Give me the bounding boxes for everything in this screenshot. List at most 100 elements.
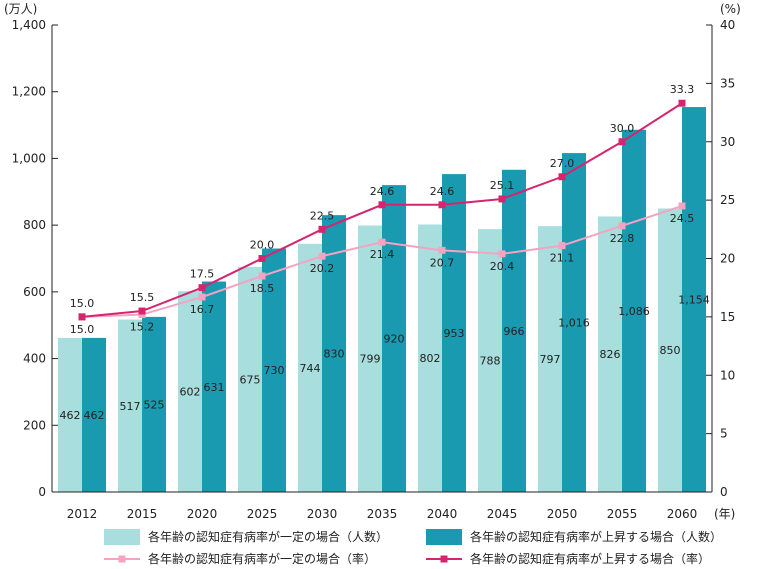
line-value-label: 20.7 [430, 256, 455, 269]
line-value-label: 17.5 [190, 268, 215, 281]
bar-value-label: 826 [600, 348, 621, 361]
series-marker [498, 195, 506, 203]
bar [478, 229, 502, 492]
line-value-label: 30.0 [610, 122, 635, 135]
y-right-tick-label: 10 [720, 368, 735, 382]
bar [622, 129, 646, 492]
x-tick-label: 2045 [487, 507, 518, 521]
bar-value-label: 920 [384, 333, 405, 346]
x-tick-label: 2020 [187, 507, 218, 521]
y-right-tick-label: 0 [720, 485, 728, 499]
x-tick-label: 2060 [667, 507, 698, 521]
legend: 各年齢の認知症有病率が一定の場合（人数） 各年齢の認知症有病率が上昇する場合（人数… [104, 529, 722, 566]
y-right-tick-label: 5 [720, 427, 728, 441]
bar [418, 224, 442, 492]
bar-value-label: 966 [504, 325, 525, 338]
line-value-label: 24.6 [430, 185, 455, 198]
legend-label: 各年齢の認知症有病率が一定の場合（人数） [148, 529, 388, 544]
bar [442, 174, 466, 492]
series-marker [618, 138, 626, 146]
x-tick-label: 2040 [427, 507, 458, 521]
legend-marker [118, 555, 126, 563]
bar-value-label: 744 [300, 362, 321, 375]
legend-swatch [426, 529, 462, 545]
line-value-label: 24.5 [670, 212, 695, 225]
bar-value-label: 1,016 [558, 317, 590, 330]
bar-value-label: 631 [204, 381, 225, 394]
series-marker [138, 311, 146, 319]
x-tick-label: 2015 [127, 507, 158, 521]
y-right-tick-label: 30 [720, 135, 735, 149]
bar-value-label: 850 [660, 344, 681, 357]
y-left-tick-label: 1,000 [12, 151, 46, 165]
line-value-label: 24.6 [370, 185, 395, 198]
series-marker [678, 99, 686, 107]
bar-layer [58, 107, 706, 493]
series-marker [198, 284, 206, 292]
x-tick-label: 2030 [307, 507, 338, 521]
bar [142, 316, 166, 492]
y-right-unit: (%) [720, 2, 741, 16]
series-marker [438, 246, 446, 254]
data-label-layer: 462 517 602 675 744 799 802 788 797 826 850 462 525 6… [60, 83, 710, 422]
line-value-label: 27.0 [550, 157, 575, 170]
bar-value-label: 953 [444, 327, 465, 340]
legend-label: 各年齢の認知症有病率が上昇する場合（率） [470, 551, 710, 566]
bar [118, 319, 142, 492]
series-marker [198, 293, 206, 301]
bar-value-label: 797 [540, 353, 561, 366]
line-value-label: 20.4 [490, 260, 515, 273]
bar [262, 248, 286, 492]
line-layer [78, 99, 686, 321]
y-left-tick-label: 400 [23, 352, 46, 366]
bar-value-label: 730 [264, 364, 285, 377]
series-marker [378, 201, 386, 209]
legend-label: 各年齢の認知症有病率が上昇する場合（人数） [470, 529, 722, 544]
x-tick-label: 2035 [367, 507, 398, 521]
y-right-tick-label: 15 [720, 310, 735, 324]
line-value-label: 15.0 [70, 297, 95, 310]
bar [382, 185, 406, 492]
series-marker [438, 201, 446, 209]
y-right-tick-label: 25 [720, 193, 735, 207]
series-marker [258, 255, 266, 262]
line-value-label: 22.8 [610, 232, 635, 245]
y-left-unit: (万人) [4, 2, 37, 16]
line-value-label: 33.3 [670, 83, 695, 96]
bar-value-label: 675 [240, 373, 261, 386]
bar-value-label: 602 [180, 386, 201, 399]
bar [322, 215, 346, 492]
series-marker [618, 222, 626, 230]
series-marker [258, 272, 266, 280]
bar [58, 337, 82, 492]
line-value-label: 21.4 [370, 248, 395, 261]
bar [358, 225, 382, 492]
series-marker [558, 242, 566, 250]
line-value-label: 25.1 [490, 179, 515, 192]
bar [202, 281, 226, 492]
y-left-tick-label: 200 [23, 418, 46, 432]
line-value-label: 15.5 [130, 291, 155, 304]
bar-value-label: 1,154 [678, 294, 710, 307]
bar [562, 153, 586, 492]
bar [82, 337, 106, 492]
bar [298, 243, 322, 492]
y-left-tick-label: 600 [23, 285, 46, 299]
y-left-tick-label: 0 [38, 485, 46, 499]
bar [682, 107, 706, 493]
axes-layer: 02004006008001,0001,2001,400051015202530… [4, 2, 741, 521]
bar-value-label: 802 [420, 352, 441, 365]
y-right-tick-label: 20 [720, 252, 735, 266]
series-marker [558, 173, 566, 181]
bar-value-label: 830 [324, 348, 345, 361]
legend-marker [440, 555, 448, 563]
line-value-label: 15.0 [70, 323, 95, 336]
x-unit: (年) [714, 507, 735, 521]
legend-label: 各年齢の認知症有病率が一定の場合（率） [148, 551, 376, 566]
bar-value-label: 1,086 [618, 305, 650, 318]
bar-value-label: 517 [120, 400, 141, 413]
y-left-tick-label: 1,400 [12, 18, 46, 32]
line-value-label: 15.2 [130, 321, 155, 334]
line-value-label: 16.7 [190, 303, 215, 316]
